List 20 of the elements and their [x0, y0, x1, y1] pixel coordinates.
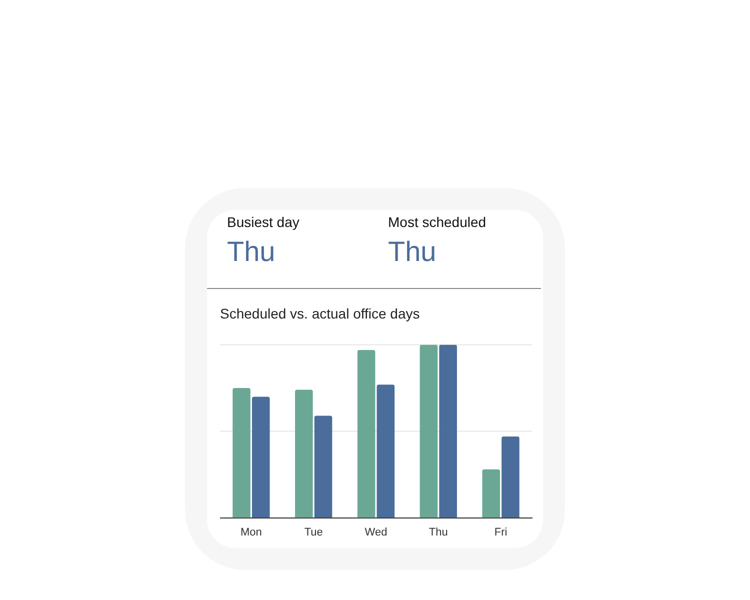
- x-tick-label: Thu: [428, 526, 448, 538]
- bar: [232, 388, 250, 518]
- text: Busiest day: [227, 214, 300, 230]
- bar: [252, 396, 270, 518]
- bar: [376, 384, 395, 518]
- chart-title: Scheduled vs. actual office days: [220, 305, 420, 322]
- text: Most scheduled: [388, 214, 488, 230]
- x-tick-label: Fri: [494, 526, 508, 538]
- x-tick-label: Tue: [304, 526, 323, 538]
- bar: [420, 344, 438, 518]
- bar: [357, 350, 376, 518]
- text: Thu: [227, 236, 276, 268]
- bar: [439, 344, 457, 518]
- bar: [295, 390, 313, 518]
- bar: [482, 469, 500, 518]
- bar: [314, 416, 332, 518]
- text: Thu: [388, 236, 438, 268]
- x-tick-label: Wed: [364, 526, 388, 538]
- bar: [502, 436, 520, 518]
- x-tick-label: Mon: [240, 526, 262, 538]
